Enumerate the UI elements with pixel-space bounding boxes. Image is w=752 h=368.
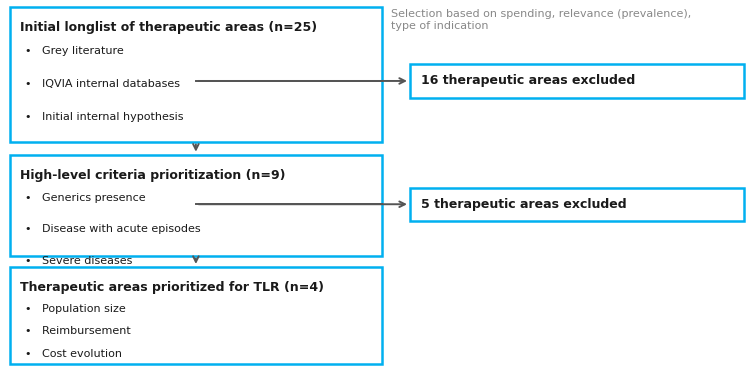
Bar (10, 7, 382, 142)
Bar (10, 155, 382, 256)
Text: High-level criteria prioritization (n=9): High-level criteria prioritization (n=9) (20, 169, 285, 181)
Text: •   Initial internal hypothesis: • Initial internal hypothesis (25, 112, 183, 122)
Text: Therapeutic areas prioritized for TLR (n=4): Therapeutic areas prioritized for TLR (n… (20, 281, 323, 294)
Text: •   Severe diseases: • Severe diseases (25, 256, 132, 266)
Text: •   Reimbursement: • Reimbursement (25, 326, 131, 336)
Bar (410, 188, 744, 221)
Text: •   IQVIA internal databases: • IQVIA internal databases (25, 79, 180, 89)
Text: •   Generics presence: • Generics presence (25, 193, 145, 203)
Text: •   Grey literature: • Grey literature (25, 46, 123, 56)
Text: Initial longlist of therapeutic areas (n=25): Initial longlist of therapeutic areas (n… (20, 21, 317, 34)
Bar (10, 267, 382, 364)
Text: 16 therapeutic areas excluded: 16 therapeutic areas excluded (421, 74, 635, 88)
Text: •   Cost evolution: • Cost evolution (25, 349, 122, 359)
Text: •   Disease with acute episodes: • Disease with acute episodes (25, 224, 201, 234)
Text: Selection based on spending, relevance (prevalence),
type of indication: Selection based on spending, relevance (… (391, 9, 691, 31)
Bar (410, 64, 744, 98)
Text: 5 therapeutic areas excluded: 5 therapeutic areas excluded (421, 198, 626, 211)
Text: •   Population size: • Population size (25, 304, 126, 314)
